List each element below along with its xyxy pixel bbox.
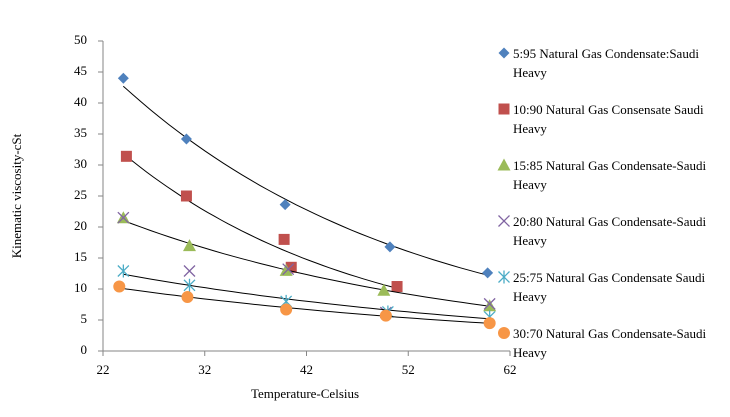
marker: [391, 281, 403, 293]
marker: [482, 267, 494, 279]
marker: [377, 283, 391, 296]
trendline: [126, 155, 398, 289]
y-tick-label: 45: [74, 63, 87, 78]
marker: [182, 239, 196, 252]
marker: [379, 309, 392, 322]
marker: [483, 299, 497, 312]
y-tick-label: 40: [74, 94, 87, 109]
legend-marker: [498, 47, 510, 59]
x-tick-label: 52: [402, 362, 415, 377]
x-tick-label: 32: [198, 362, 211, 377]
x-tick-label: 62: [504, 362, 517, 377]
marker: [384, 241, 396, 253]
marker: [180, 133, 192, 145]
marker: [483, 297, 496, 310]
y-tick-label: 35: [74, 125, 87, 140]
y-tick-label: 0: [81, 342, 88, 357]
trendline: [123, 220, 490, 307]
legend-label: 10:90 Natural Gas Consensate Saudi Heavy: [513, 102, 704, 136]
y-tick-label: 20: [74, 218, 87, 233]
y-tick-label: 25: [74, 187, 87, 202]
legend-marker: [498, 327, 510, 339]
y-tick-label: 30: [74, 156, 87, 171]
x-tick-label: 22: [97, 362, 110, 377]
marker: [117, 72, 129, 84]
marker: [483, 317, 496, 330]
marker: [183, 265, 196, 277]
y-axis-label: Kinematic viscosity-cSt: [9, 133, 24, 258]
legend-marker: [497, 158, 511, 171]
marker: [117, 211, 130, 224]
x-tick-label: 42: [300, 362, 313, 377]
marker: [280, 303, 293, 316]
legend-label: 20:80 Natural Gas Condensate-Saudi Heavy: [513, 214, 707, 248]
y-tick-label: 15: [74, 249, 87, 264]
y-tick-label: 5: [81, 311, 88, 326]
marker: [278, 233, 290, 245]
y-tick-label: 10: [74, 280, 87, 295]
legend-marker: [498, 103, 510, 115]
legend-marker: [498, 215, 510, 227]
trendline: [119, 287, 490, 324]
marker: [181, 291, 194, 304]
marker: [120, 150, 132, 162]
marker: [180, 190, 192, 202]
marker: [279, 199, 291, 211]
marker: [279, 263, 293, 276]
legend-label: 25:75 Natural Gas Condensate Saudi Heavy: [513, 270, 706, 304]
trendline: [122, 85, 488, 276]
x-axis-label: Temperature-Celsius: [251, 386, 359, 401]
marker: [285, 261, 297, 273]
legend-label: 15:85 Natural Gas Condensate-Saudi Heavy: [513, 158, 707, 192]
legend-label: 5:95 Natural Gas Condensate:Saudi Heavy: [513, 46, 699, 80]
legend-marker: [498, 270, 510, 284]
marker: [183, 278, 196, 292]
marker: [117, 264, 130, 278]
y-tick-label: 50: [74, 32, 87, 47]
trendline: [123, 273, 490, 320]
marker: [282, 263, 295, 276]
marker: [113, 280, 126, 293]
legend-label: 30:70 Natural Gas Condensate-Saudi Heavy: [513, 326, 707, 360]
